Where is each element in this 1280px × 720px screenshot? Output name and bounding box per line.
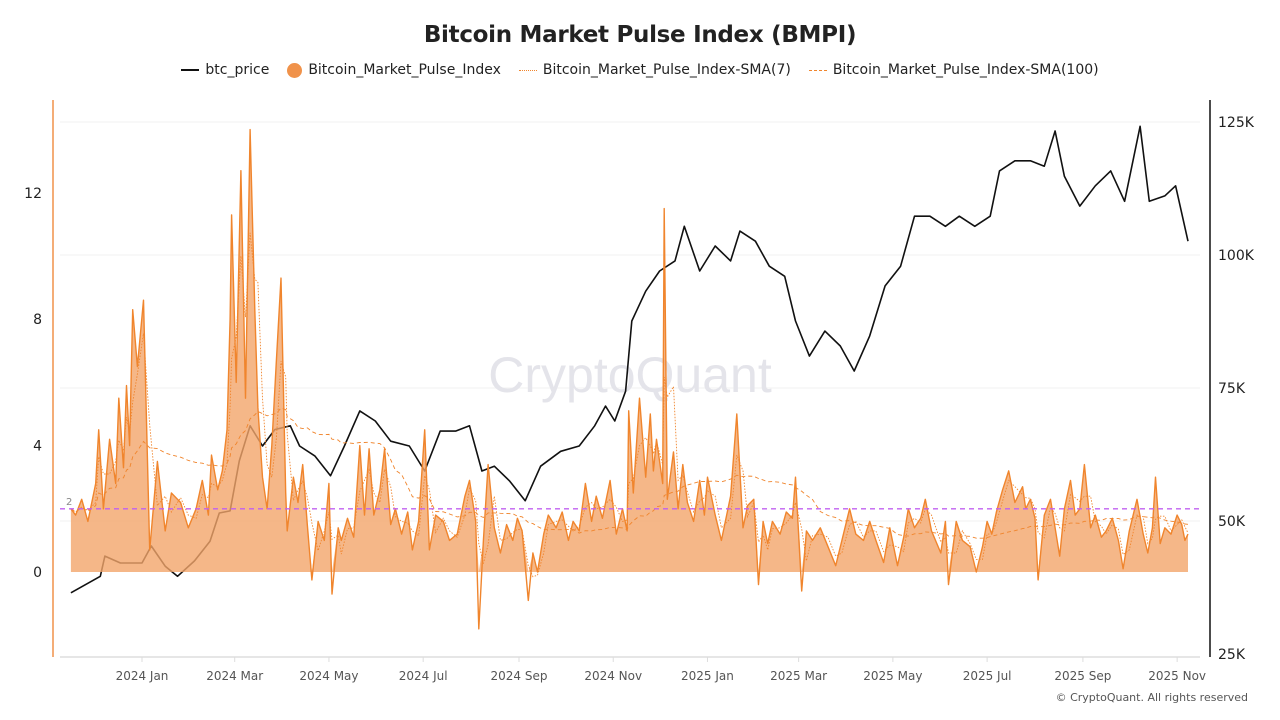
legend-label: Bitcoin_Market_Pulse_Index-SMA(100) — [832, 62, 1099, 78]
y-right-tick-label: 25K — [1218, 647, 1246, 663]
x-tick-label: 2025 May — [863, 669, 922, 683]
legend-item-sma7[interactable]: Bitcoin_Market_Pulse_Index-SMA(7) — [518, 62, 791, 78]
x-tick-label: 2024 Jul — [399, 669, 448, 683]
x-tick-label: 2025 Jan — [681, 669, 734, 683]
y-left-tick-label: 8 — [33, 312, 42, 328]
legend: btc_price Bitcoin_Market_Pulse_Index Bit… — [0, 62, 1280, 78]
y-right-tick-label: 125K — [1218, 115, 1255, 131]
circle-swatch-icon — [287, 62, 303, 78]
chart-title: Bitcoin Market Pulse Index (BMPI) — [423, 22, 857, 48]
y-left-tick-label: 12 — [24, 186, 42, 202]
y-left-tick-label: 0 — [33, 565, 42, 581]
legend-label: btc_price — [205, 62, 270, 78]
bmpi-area — [70, 129, 1188, 572]
dotted-line-swatch-icon — [518, 69, 537, 71]
x-tick-label: 2024 Sep — [490, 669, 547, 683]
watermark: CryptoQuant — [488, 347, 772, 403]
x-tick-label: 2025 Nov — [1148, 669, 1206, 683]
sma7-line — [70, 232, 1189, 578]
x-tick-label: 2024 May — [299, 669, 358, 683]
line-swatch-icon — [181, 69, 200, 71]
legend-item-bmpi[interactable]: Bitcoin_Market_Pulse_Index — [287, 62, 501, 78]
reference-line-label: 2 — [66, 497, 72, 508]
y-right-tick-label: 100K — [1218, 248, 1255, 264]
x-tick-label: 2025 Jul — [963, 669, 1012, 683]
copyright: © CryptoQuant. All rights reserved — [1055, 691, 1248, 704]
legend-item-btc-price[interactable]: btc_price — [181, 62, 269, 78]
y-left-tick-label: 4 — [33, 439, 42, 455]
legend-item-sma100[interactable]: Bitcoin_Market_Pulse_Index-SMA(100) — [808, 62, 1099, 78]
sma100-line — [70, 407, 1189, 539]
legend-label: Bitcoin_Market_Pulse_Index-SMA(7) — [542, 62, 791, 78]
x-tick-label: 2024 Jan — [116, 669, 169, 683]
y-right-tick-label: 50K — [1218, 514, 1246, 530]
legend-label: Bitcoin_Market_Pulse_Index — [308, 62, 501, 78]
x-tick-label: 2025 Sep — [1054, 669, 1111, 683]
x-tick-label: 2024 Nov — [584, 669, 642, 683]
dashed-line-swatch-icon — [808, 69, 827, 71]
x-tick-label: 2024 Mar — [206, 669, 263, 683]
y-right-tick-label: 75K — [1218, 381, 1246, 397]
x-tick-label: 2025 Mar — [770, 669, 827, 683]
